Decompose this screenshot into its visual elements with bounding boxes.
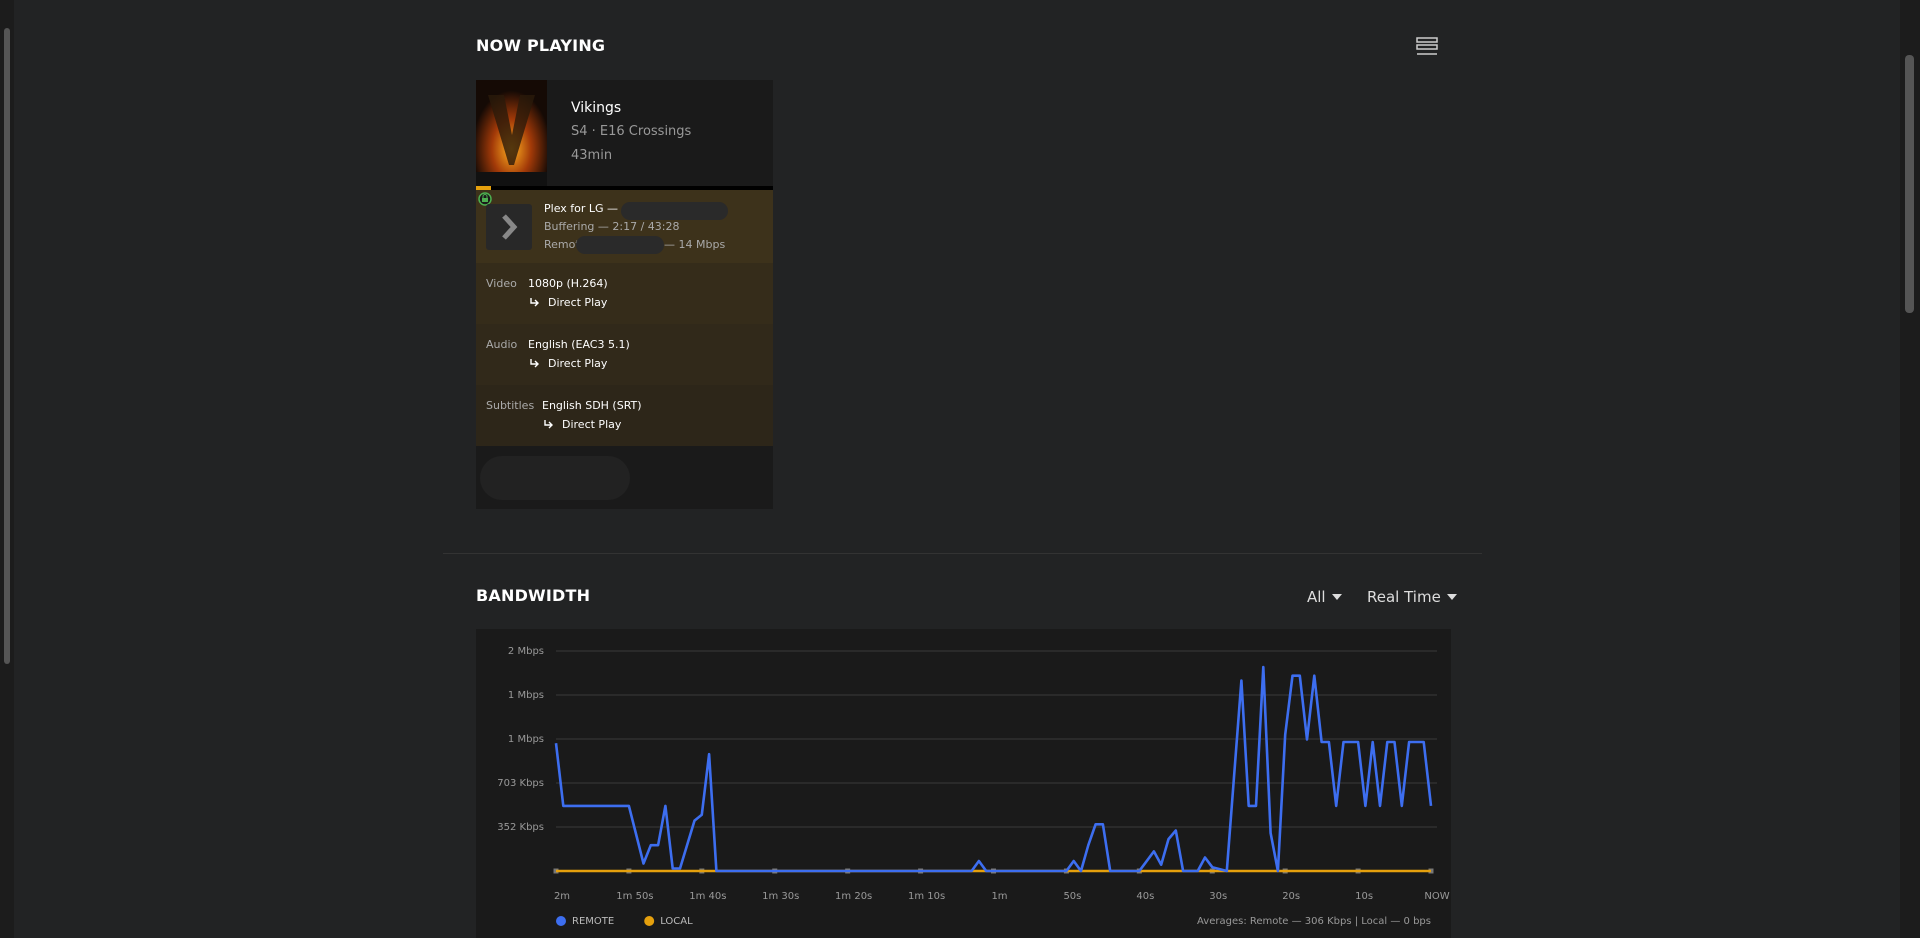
x-tick-label: 20s — [1282, 891, 1300, 902]
player-location: Remote — [544, 238, 587, 251]
stream-label: Audio — [486, 338, 518, 351]
player-name: Plex for LG — — [544, 202, 619, 215]
stream-row: Video 1080p (H.264) Direct Play — [476, 263, 773, 324]
player-icon — [486, 204, 532, 250]
stream-row: Subtitles English SDH (SRT) Direct Play — [476, 385, 773, 446]
bandwidth-chart: Averages: Remote — 306 Kbps | Local — 0 … — [476, 629, 1451, 938]
x-tick-label: 40s — [1136, 891, 1154, 902]
y-tick-label: 2 Mbps — [508, 646, 544, 657]
player-state: Buffering — 2:17 / 43:28 — [544, 220, 680, 233]
x-tick-label: 1m 10s — [908, 891, 945, 902]
legend-label: REMOTE — [572, 916, 614, 927]
x-tick-label: NOW — [1424, 891, 1449, 902]
caret — [1446, 594, 1457, 600]
range-label: Real Time — [1367, 588, 1441, 606]
media-title[interactable]: Vikings — [571, 100, 622, 116]
series-line — [554, 665, 1433, 873]
stream-value: English (EAC3 5.1) — [528, 338, 630, 351]
stream-label: Video — [486, 277, 517, 290]
y-tick-label: 352 Kbps — [497, 822, 544, 833]
arrow-icon — [544, 420, 553, 429]
y-tick-label: 1 Mbps — [508, 734, 544, 745]
session-card[interactable]: Vikings S4 · E16 Crossings 43min Plex fo… — [476, 80, 773, 509]
left-scrollbar — [0, 0, 14, 938]
right-scrollbar — [1900, 0, 1920, 938]
x-tick-label: 1m 30s — [762, 891, 799, 902]
y-tick-label: 1 Mbps — [508, 690, 544, 701]
progress-track — [476, 186, 773, 190]
stream-value: 1080p (H.264) — [528, 277, 608, 290]
lock-icon — [478, 192, 492, 206]
scroll-thumb[interactable] — [4, 28, 10, 664]
divider — [443, 553, 1482, 554]
menu-button[interactable] — [1416, 36, 1438, 58]
stream-row: Audio English (EAC3 5.1) Direct Play — [476, 324, 773, 385]
arrow-icon — [530, 359, 539, 368]
legend-label: LOCAL — [660, 916, 693, 927]
redaction — [621, 202, 728, 220]
progress-fill — [476, 186, 491, 190]
player-bitrate: — 14 Mbps — [664, 238, 726, 251]
x-tick-label: 1m 50s — [616, 891, 653, 902]
averages: Averages: Remote — 306 Kbps | Local — 0 … — [1197, 916, 1431, 927]
media-duration: 43min — [571, 148, 613, 163]
x-tick-label: 1m 20s — [835, 891, 872, 902]
section-title: NOW PLAYING — [476, 36, 606, 55]
x-tick-label: 1m — [991, 891, 1007, 902]
stream-decision: Direct Play — [548, 357, 608, 370]
filter-label: All — [1307, 588, 1326, 606]
x-tick-label: 1m 40s — [689, 891, 726, 902]
filter-dropdown[interactable]: All — [1307, 588, 1342, 606]
caret — [1331, 594, 1342, 600]
y-tick-label: 703 Kbps — [497, 778, 544, 789]
x-tick-label: 30s — [1209, 891, 1227, 902]
x-tick-label: 10s — [1355, 891, 1373, 902]
arrow-icon — [530, 298, 539, 307]
player-row: Plex for LG — Buffering — 2:17 / 43:28 R… — [476, 190, 773, 263]
x-tick-label: 2m — [554, 891, 570, 902]
scroll-thumb[interactable] — [1905, 55, 1914, 313]
section-title: BANDWIDTH — [476, 586, 591, 605]
poster — [476, 80, 547, 186]
stream-label: Subtitles — [486, 399, 535, 412]
media-subtitle: S4 · E16 Crossings — [571, 124, 692, 139]
x-tick-label: 50s — [1063, 891, 1081, 902]
stream-decision: Direct Play — [562, 418, 622, 431]
legend-swatch — [644, 916, 655, 926]
range-dropdown[interactable]: Real Time — [1367, 588, 1457, 606]
redaction — [480, 456, 630, 500]
legend-swatch — [556, 916, 566, 926]
redaction — [576, 236, 664, 254]
stream-decision: Direct Play — [548, 296, 608, 309]
stream-value: English SDH (SRT) — [542, 399, 642, 412]
